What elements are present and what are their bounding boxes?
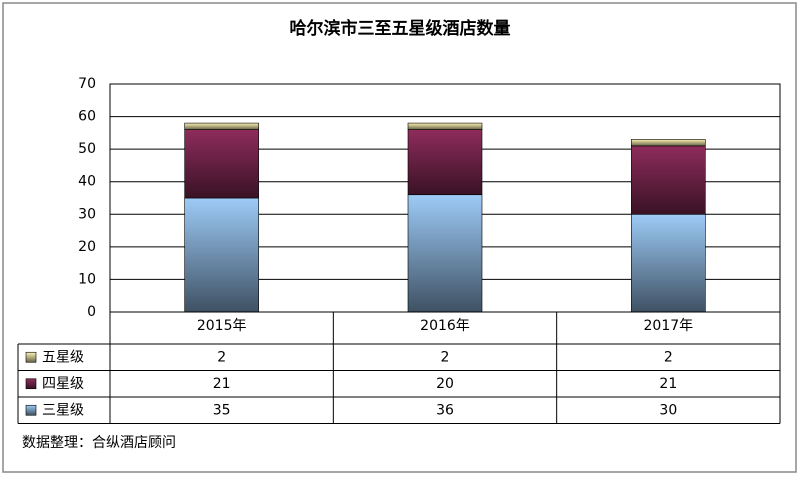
legend-label: 五星级 [42, 349, 84, 365]
bar-segment [631, 139, 706, 147]
x-tick-label: 2015年 [197, 318, 247, 334]
chart-title: 哈尔滨市三至五星级酒店数量 [290, 18, 511, 39]
table-value: 2 [664, 349, 673, 365]
legend-swatch [25, 351, 37, 363]
table-value: 20 [436, 376, 454, 392]
table-value: 36 [436, 402, 454, 418]
bar-segment [184, 129, 259, 199]
y-tick-label: 60 [78, 109, 96, 125]
bar-segment [407, 194, 483, 313]
source-note: 数据整理：合纵酒店顾问 [22, 435, 176, 451]
y-tick-label: 70 [78, 76, 96, 92]
table-value: 21 [659, 376, 677, 392]
bar-segment [631, 145, 706, 215]
y-tick-label: 10 [78, 271, 96, 287]
y-tick-label: 40 [78, 174, 96, 190]
bar-segment [407, 129, 483, 196]
legend-label: 四星级 [42, 376, 84, 392]
y-tick-label: 0 [87, 304, 96, 320]
bar-segment [184, 197, 259, 313]
y-tick-label: 20 [78, 239, 96, 255]
table-value: 2 [441, 349, 450, 365]
y-tick-label: 30 [78, 206, 96, 222]
legend-swatch [25, 378, 37, 390]
bar-segment [407, 122, 483, 130]
y-tick-label: 50 [78, 141, 96, 157]
x-tick-label: 2017年 [644, 318, 694, 334]
table-value: 21 [213, 376, 231, 392]
legend-swatch [25, 404, 37, 416]
table-value: 35 [213, 402, 231, 418]
table-value: 30 [659, 402, 677, 418]
bar-segment [184, 122, 259, 130]
legend-label: 三星级 [42, 402, 84, 418]
bar-segment [631, 213, 706, 313]
x-tick-label: 2016年 [420, 318, 470, 334]
table-value: 2 [217, 349, 226, 365]
